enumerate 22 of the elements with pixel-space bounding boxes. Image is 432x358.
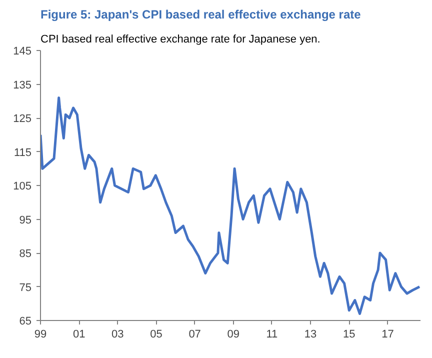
y-tick-label: 95 — [19, 214, 32, 226]
line-series — [40, 96, 420, 315]
y-tick-label: 135 — [13, 79, 32, 92]
x-tick-label: 13 — [304, 328, 317, 340]
x-tick-label: 03 — [112, 328, 124, 340]
x-tick-label: 99 — [34, 328, 47, 340]
y-tick-label: 105 — [13, 180, 32, 192]
y-tick-label: 65 — [19, 316, 32, 328]
x-tick-label: 09 — [227, 328, 240, 340]
x-tick-label: 05 — [150, 328, 162, 340]
x-tick-label: 15 — [343, 328, 356, 340]
y-tick-label: 75 — [19, 282, 32, 294]
x-tick-label: 01 — [72, 328, 86, 340]
y-tick-label: 145 — [13, 46, 32, 58]
x-tick-label: 11 — [266, 328, 278, 340]
chart-subtitle: CPI based real effective exchange rate for Japanese yen. — [40, 34, 320, 46]
chart-title: Figure 5: Japan's CPI based real effective exchange rate — [40, 8, 362, 22]
y-tick-label: 115 — [14, 146, 32, 159]
x-tick-label: 17 — [382, 328, 394, 340]
y-tick-label: 85 — [19, 248, 32, 260]
x-tick-label: 07 — [188, 328, 201, 340]
y-tick-label: 125 — [13, 113, 32, 125]
